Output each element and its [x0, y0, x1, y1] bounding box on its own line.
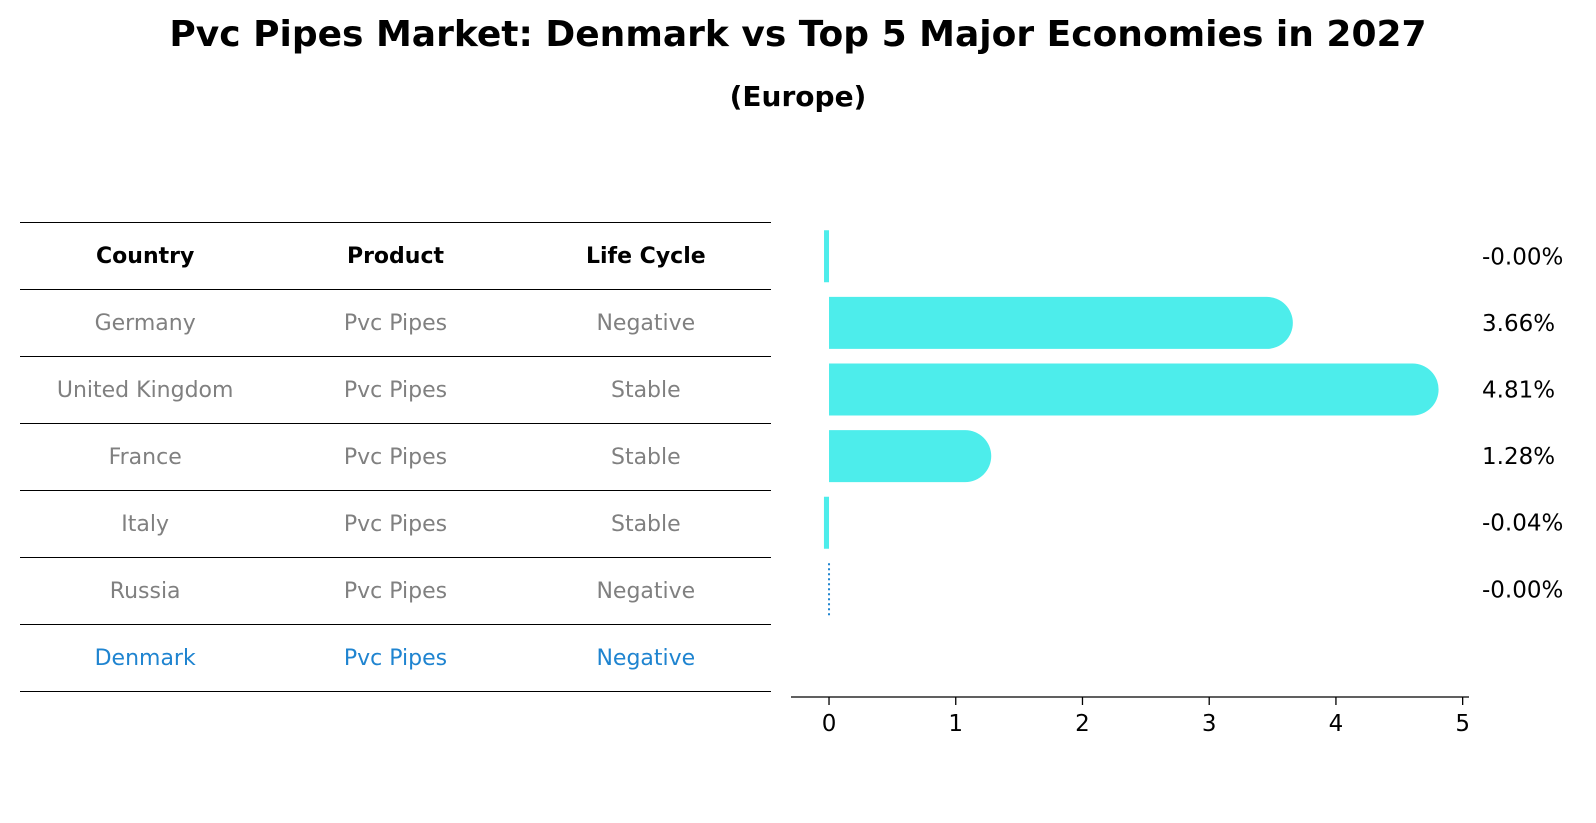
table-row: United Kingdom Pvc Pipes Stable — [20, 356, 771, 424]
data-label: 3.66% — [1482, 311, 1555, 337]
table-row-highlighted: Denmark Pvc Pipes Negative — [20, 624, 771, 692]
column-header-country: Country — [20, 222, 271, 290]
cell-product: Pvc Pipes — [270, 490, 521, 558]
cell-life-cycle: Stable — [520, 423, 771, 491]
cell-country: Italy — [20, 490, 271, 558]
cell-country: United Kingdom — [20, 356, 271, 424]
table-row: Russia Pvc Pipes Negative — [20, 557, 771, 625]
cell-country: France — [20, 423, 271, 491]
x-tick-label: 5 — [1455, 711, 1470, 737]
cell-life-cycle: Stable — [520, 490, 771, 558]
cell-country: Germany — [20, 289, 271, 357]
column-header-product: Product — [270, 222, 521, 290]
cell-product: Pvc Pipes — [270, 289, 521, 357]
cell-product: Pvc Pipes — [270, 423, 521, 491]
table-header-row: Country Product Life Cycle — [20, 222, 771, 290]
x-tick-label: 0 — [822, 711, 837, 737]
data-label: -0.04% — [1482, 511, 1563, 537]
cell-country: Denmark — [20, 624, 271, 692]
bar-russia — [823, 496, 830, 549]
bar-france — [829, 363, 1439, 416]
column-header-life-cycle: Life Cycle — [520, 222, 771, 290]
bar-italy — [829, 430, 992, 483]
x-tick-label: 3 — [1202, 711, 1217, 737]
table-row: France Pvc Pipes Stable — [20, 423, 771, 491]
cell-product: Pvc Pipes — [270, 624, 521, 692]
cell-country: Russia — [20, 557, 271, 625]
x-tick-label: 1 — [948, 711, 963, 737]
chart-title: Pvc Pipes Market: Denmark vs Top 5 Major… — [169, 14, 1427, 55]
bar-germany — [824, 230, 830, 283]
cell-life-cycle: Negative — [520, 624, 771, 692]
chart-subtitle: (Europe) — [729, 80, 867, 113]
table-row: Italy Pvc Pipes Stable — [20, 490, 771, 558]
data-label: 4.81% — [1482, 378, 1555, 404]
x-tick-label: 4 — [1329, 711, 1344, 737]
table-row: Germany Pvc Pipes Negative — [20, 289, 771, 357]
cell-life-cycle: Negative — [520, 289, 771, 357]
cell-product: Pvc Pipes — [270, 356, 521, 424]
data-label: 1.28% — [1482, 444, 1555, 470]
cell-life-cycle: Negative — [520, 557, 771, 625]
cell-life-cycle: Stable — [520, 356, 771, 424]
bar-united-kingdom — [829, 296, 1293, 349]
x-tick-label: 2 — [1075, 711, 1090, 737]
data-label: -0.00% — [1482, 577, 1563, 603]
cell-product: Pvc Pipes — [270, 557, 521, 625]
comparison-table: Country Product Life Cycle Germany Pvc P… — [20, 222, 771, 692]
data-label: -0.00% — [1482, 244, 1563, 270]
